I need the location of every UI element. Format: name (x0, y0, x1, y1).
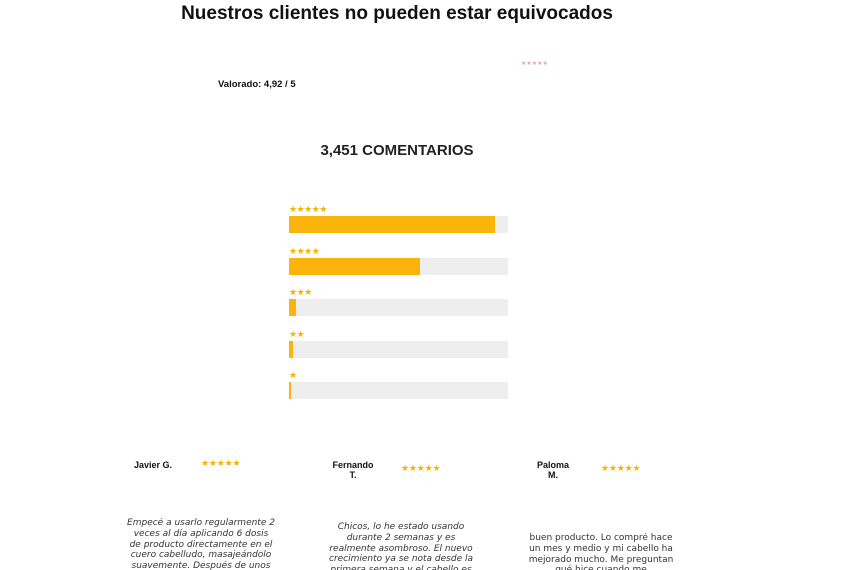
section-heading: Nuestros clientes no pueden estar equivo… (181, 3, 613, 24)
review-stars-icon: ★★★★★ (201, 458, 241, 468)
rating-summary-stars: ★★★★★ (521, 61, 548, 67)
stars-icon: ★★★★ (289, 245, 320, 256)
rating-bar-5[interactable]: ★★★★★ (289, 204, 508, 246)
bar-track (289, 216, 508, 233)
bar-track (289, 340, 508, 358)
rating-bar-2[interactable]: ★★ (289, 329, 508, 371)
review-text: Chicos, lo he estado usando durante 2 se… (328, 522, 473, 570)
review-stars-icon: ★★★★★ (401, 463, 441, 473)
rating-bar-1[interactable]: ★ (289, 370, 508, 412)
bar-fill (289, 299, 296, 316)
rating-bar-3[interactable]: ★★★ (289, 287, 508, 329)
stars-icon: ★ (289, 370, 297, 380)
reviews-count: 3,451 COMENTARIOS (320, 142, 474, 159)
reviewer-name: Fernando T. (332, 460, 374, 480)
rating-summary-label: Valorado: 4,92 / 5 (218, 79, 296, 90)
bar-fill (289, 340, 294, 358)
review-text: buen producto. Lo compré hace un mes y m… (528, 533, 674, 570)
bar-fill (289, 216, 495, 233)
review-stars-icon: ★★★★★ (601, 463, 641, 473)
stars-icon: ★★ (289, 328, 305, 339)
bar-fill (289, 382, 292, 399)
stars-icon: ★★★ (289, 287, 312, 297)
rating-distribution: ★★★★★ ★★★★ ★★★ ★★ ★ (289, 204, 508, 412)
reviewer-name: Javier G. (133, 460, 173, 470)
review-text: Empecé a usarlo regularmente 2 veces al … (127, 518, 275, 570)
rating-bar-4[interactable]: ★★★★ (289, 246, 508, 288)
bar-track (289, 257, 508, 275)
reviewer-name: Paloma M. (536, 460, 569, 480)
stars-icon: ★★★★★ (289, 204, 327, 214)
bar-fill (289, 257, 421, 275)
bar-track (289, 299, 508, 316)
bar-track (289, 382, 508, 399)
